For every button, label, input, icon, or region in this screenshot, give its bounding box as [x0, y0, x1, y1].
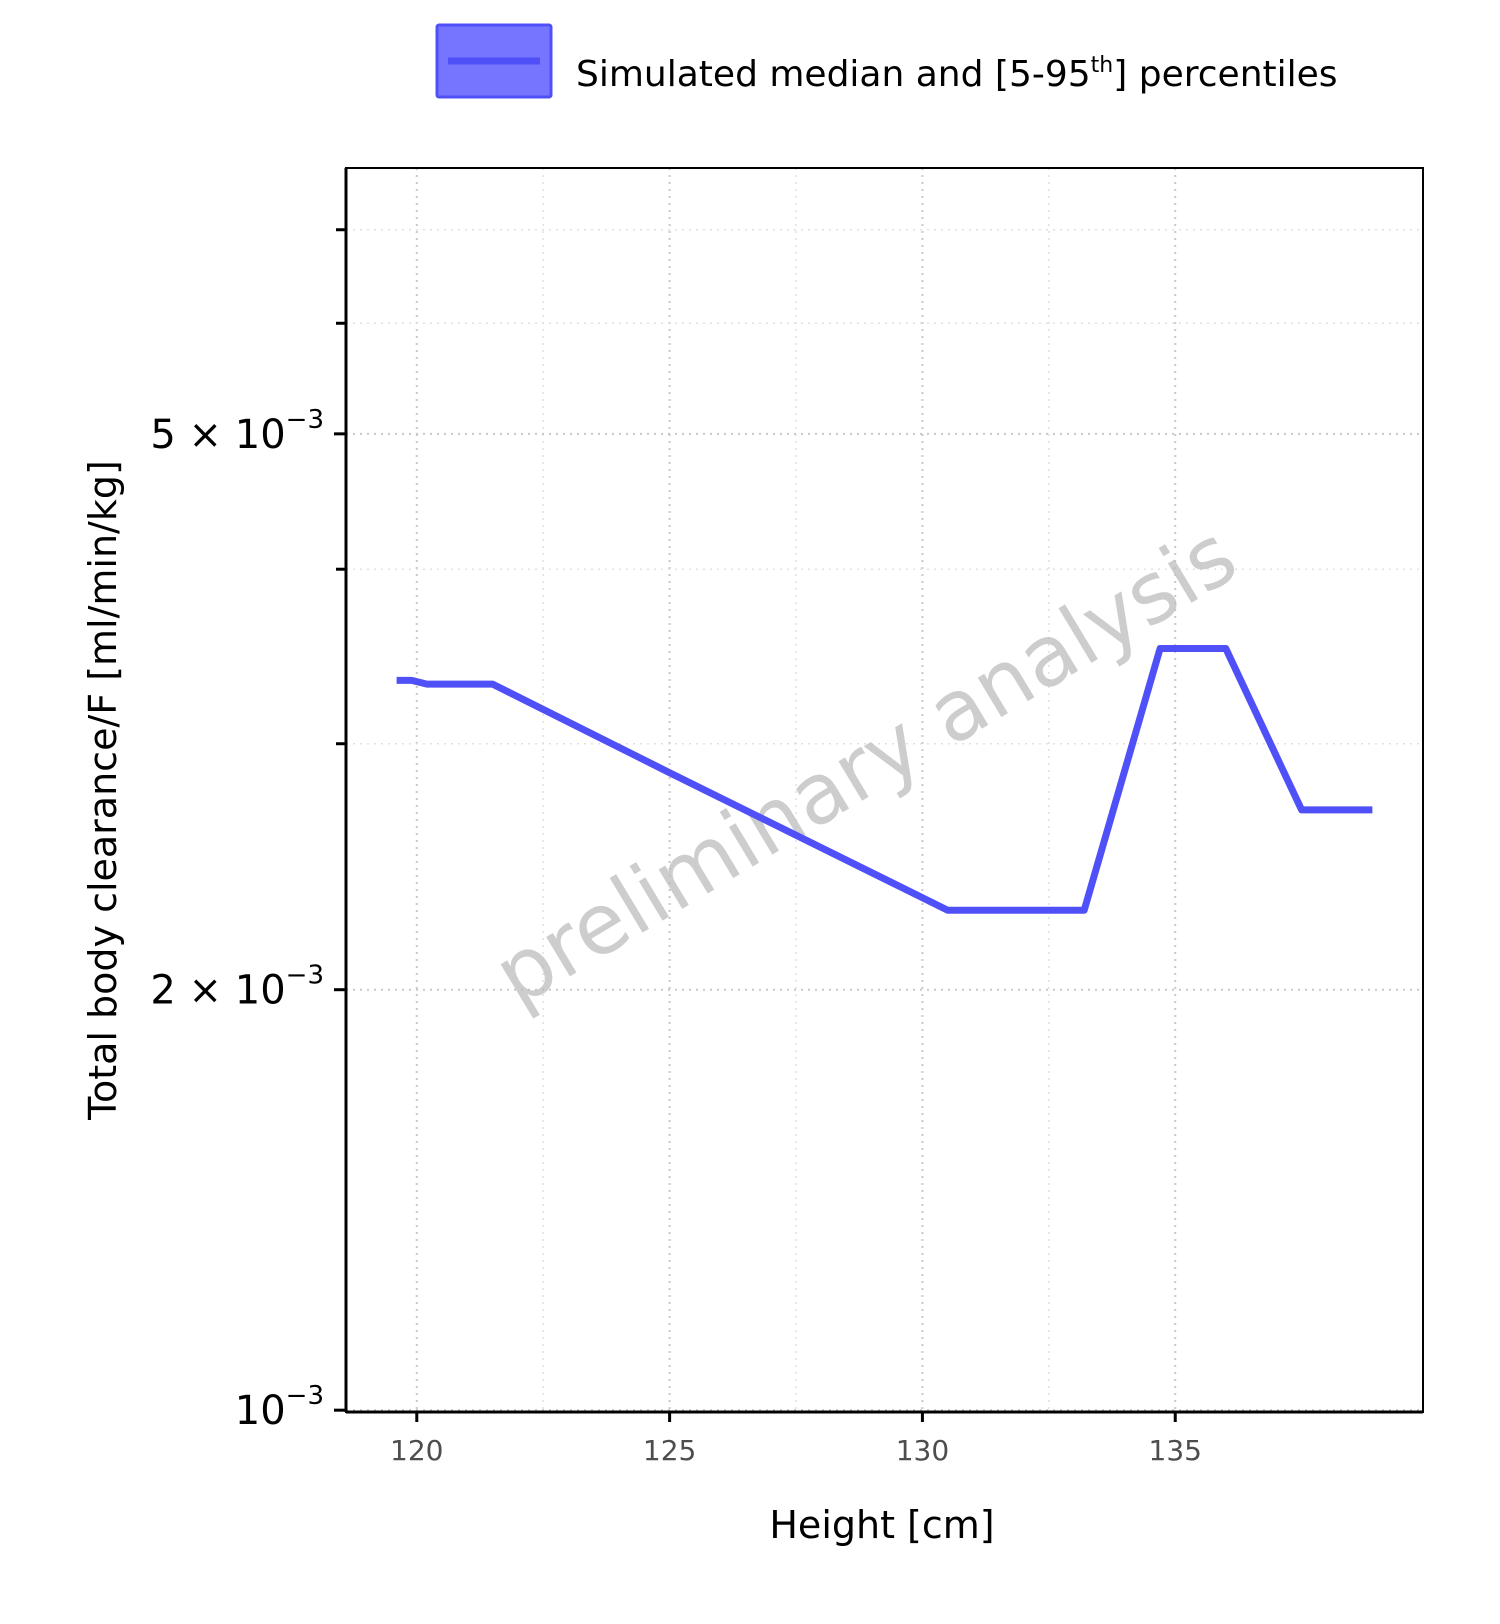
grid [346, 168, 1423, 1412]
series-line [396, 645, 1373, 914]
y-tick-label: 10−3 [235, 1381, 324, 1434]
y-axis-title: Total body clearance/F [ml/min/kg] [81, 460, 125, 1121]
x-ticks: 120 125 130 135 [390, 1412, 1202, 1467]
x-tick-label: 130 [896, 1434, 949, 1467]
y-ticks: 5 × 10−3 2 × 10−3 10−3 [150, 228, 346, 1434]
x-tick-label: 125 [643, 1434, 696, 1467]
x-axis-title: Height [cm] [769, 1503, 994, 1547]
x-tick-label: 135 [1149, 1434, 1202, 1467]
y-tick-label: 5 × 10−3 [150, 405, 324, 458]
legend: Simulated median and [5-95th] percentile… [435, 23, 1338, 99]
series-layer [396, 645, 1373, 914]
y-tick-label: 2 × 10−3 [150, 961, 324, 1014]
watermark: preliminary analysis [478, 505, 1253, 1024]
x-tick-label: 120 [390, 1434, 443, 1467]
legend-label: Simulated median and [5-95th] percentile… [576, 53, 1338, 95]
